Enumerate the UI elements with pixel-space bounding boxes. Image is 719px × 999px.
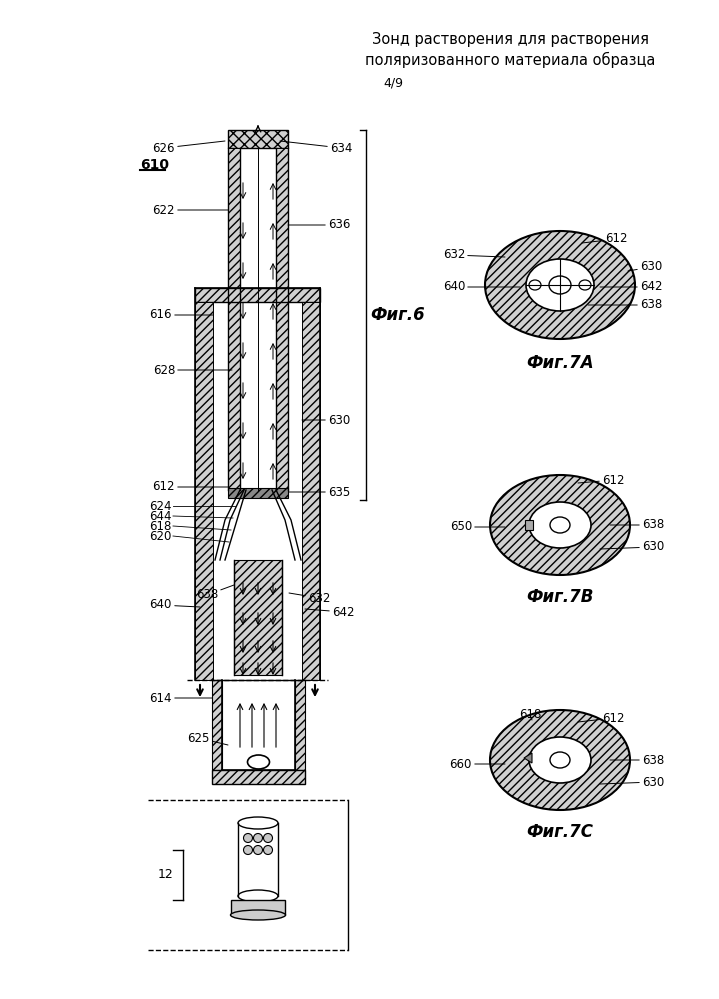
Text: 634: 634: [280, 141, 352, 155]
Text: 640: 640: [443, 281, 520, 294]
Ellipse shape: [254, 845, 262, 854]
Polygon shape: [231, 900, 285, 915]
Ellipse shape: [550, 752, 570, 768]
Polygon shape: [195, 302, 213, 680]
Ellipse shape: [526, 259, 594, 311]
Ellipse shape: [231, 910, 285, 920]
Polygon shape: [212, 770, 305, 784]
Text: 638: 638: [588, 299, 662, 312]
Ellipse shape: [549, 276, 571, 294]
Text: 624: 624: [150, 500, 172, 512]
Text: 620: 620: [150, 529, 172, 542]
Text: Зонд растворения для растворения: Зонд растворения для растворения: [372, 32, 649, 47]
Ellipse shape: [529, 737, 591, 783]
Ellipse shape: [550, 517, 570, 533]
Text: 630: 630: [600, 775, 664, 788]
Text: 625: 625: [188, 731, 228, 745]
Text: Фиг.7В: Фиг.7В: [526, 588, 594, 606]
Text: 12: 12: [158, 868, 174, 881]
Polygon shape: [525, 520, 533, 530]
Text: 626: 626: [152, 141, 225, 155]
Ellipse shape: [529, 502, 591, 548]
Ellipse shape: [490, 710, 630, 810]
Polygon shape: [276, 148, 288, 490]
Text: 635: 635: [289, 486, 350, 499]
Polygon shape: [228, 488, 288, 498]
Text: 642: 642: [600, 281, 662, 294]
Polygon shape: [212, 680, 222, 770]
Ellipse shape: [485, 231, 635, 339]
Text: 650: 650: [450, 520, 505, 533]
Ellipse shape: [238, 890, 278, 902]
Text: 638: 638: [610, 518, 664, 531]
Text: 640: 640: [150, 598, 200, 611]
Text: Фиг.6: Фиг.6: [370, 306, 425, 324]
Text: 660: 660: [449, 757, 505, 770]
Text: 612: 612: [578, 474, 625, 487]
Text: Фиг.7А: Фиг.7А: [526, 354, 594, 372]
Text: 4/9: 4/9: [383, 76, 403, 89]
Ellipse shape: [244, 845, 252, 854]
Ellipse shape: [490, 475, 630, 575]
Text: 614: 614: [150, 691, 212, 704]
Ellipse shape: [238, 817, 278, 829]
Polygon shape: [234, 560, 282, 675]
Polygon shape: [195, 288, 320, 302]
Text: 622: 622: [152, 204, 228, 217]
Ellipse shape: [529, 280, 541, 290]
Text: Фиг.7С: Фиг.7С: [526, 823, 593, 841]
Text: 616: 616: [150, 309, 213, 322]
Ellipse shape: [254, 833, 262, 842]
Ellipse shape: [263, 845, 273, 854]
Polygon shape: [228, 130, 288, 148]
Text: 630: 630: [302, 414, 350, 427]
Ellipse shape: [579, 280, 591, 290]
Text: 644: 644: [150, 509, 172, 522]
Text: 638: 638: [196, 585, 234, 601]
Text: 618: 618: [519, 708, 541, 721]
Text: 636: 636: [288, 219, 350, 232]
Text: 618: 618: [150, 519, 172, 532]
Ellipse shape: [263, 833, 273, 842]
Text: 612: 612: [582, 233, 628, 246]
Text: 642: 642: [305, 605, 354, 618]
Text: 632: 632: [289, 591, 330, 604]
Polygon shape: [295, 680, 305, 770]
Text: 610: 610: [140, 158, 169, 172]
Ellipse shape: [244, 833, 252, 842]
Polygon shape: [524, 753, 532, 763]
Text: 630: 630: [600, 540, 664, 553]
Polygon shape: [228, 148, 240, 490]
Text: 638: 638: [610, 753, 664, 766]
Text: 612: 612: [578, 711, 625, 724]
Text: 628: 628: [152, 364, 232, 377]
Text: 632: 632: [443, 249, 505, 262]
Text: 612: 612: [152, 481, 228, 494]
Text: 630: 630: [628, 261, 662, 274]
Polygon shape: [302, 302, 320, 680]
Text: поляризованного материала образца: поляризованного материала образца: [365, 52, 655, 68]
